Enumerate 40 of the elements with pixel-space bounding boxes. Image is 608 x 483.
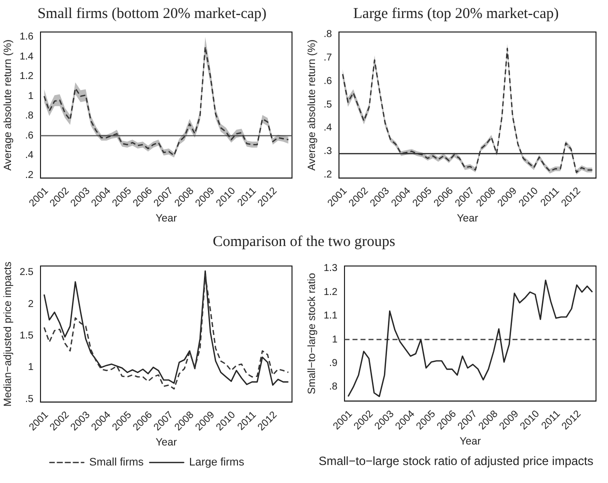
chart-title: Large firms (top 20% market-cap) [352, 6, 560, 23]
y-tick-label: 1 [28, 362, 34, 374]
y-tick-label: 1 [28, 90, 34, 102]
y-axis-title: Average absolute return (%) [2, 40, 14, 171]
y-tick-label: .8 [324, 29, 332, 40]
y-tick-label: 1.5 [20, 330, 34, 342]
y-tick-label: .2 [324, 169, 332, 180]
y-tick-label: .4 [25, 150, 34, 162]
y-axis-title: Median−adjusted price impacts [2, 262, 14, 407]
chart-title: Comparison of the two groups [212, 234, 396, 251]
x-axis-title: Year [456, 212, 479, 225]
y-tick-label: 1.2 [20, 71, 34, 82]
y-axis-title: Small−to−large stock ratio [306, 272, 318, 394]
y-tick-label: .5 [324, 99, 332, 110]
y-tick-label: 1.2 [324, 286, 338, 298]
chart-title: Small firms (bottom 20% market-cap) [36, 6, 268, 23]
y-tick-label: .6 [324, 76, 332, 87]
y-axis-title: Average absolute return (%) [306, 40, 318, 171]
y-tick-label: .9 [329, 358, 338, 369]
y-tick-label: 2 [28, 298, 34, 310]
y-tick-label: .7 [324, 52, 332, 64]
y-tick-label: 1.6 [20, 32, 34, 43]
y-tick-label: .6 [25, 130, 34, 142]
y-tick-label: .5 [25, 394, 34, 405]
y-tick-label: .8 [25, 110, 34, 122]
x-axis-title: Year [460, 436, 482, 448]
y-tick-label: 2.5 [20, 267, 34, 278]
y-tick-label: .3 [324, 146, 332, 158]
y-tick-label: 1 [332, 334, 338, 346]
y-tick-label: 1.4 [20, 51, 34, 62]
y-tick-label: 1.3 [324, 263, 338, 274]
x-axis-title: Year [156, 436, 178, 449]
text: Small−to−large stock ratio of adjusted price impacts [318, 454, 594, 468]
legend-label: Large firms [189, 456, 245, 469]
y-tick-label: .4 [324, 122, 332, 134]
y-tick-label: 1.1 [324, 310, 338, 322]
y-tick-label: .2 [25, 170, 34, 181]
legend-label: Small firms [89, 456, 144, 469]
x-axis-title: Year [156, 212, 178, 225]
y-tick-label: .8 [329, 382, 338, 393]
